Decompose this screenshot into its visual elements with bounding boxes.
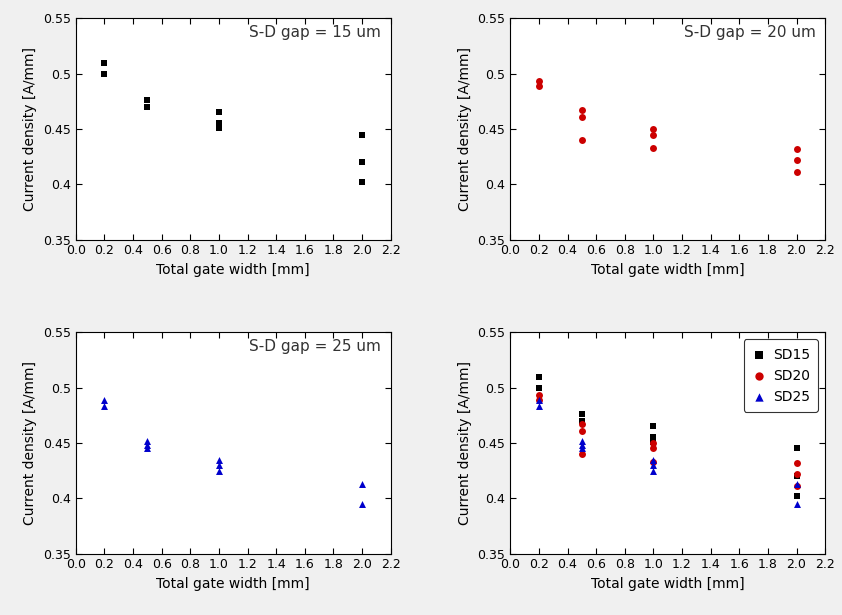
SD20 [790, 469, 803, 479]
Point [355, 479, 369, 489]
Point [141, 443, 154, 453]
Text: S-D gap = 15 um: S-D gap = 15 um [249, 25, 381, 40]
SD15 [790, 443, 803, 453]
Point [98, 395, 111, 405]
SD25 [532, 395, 546, 405]
SD25 [647, 466, 660, 475]
SD25 [575, 440, 589, 450]
SD25 [575, 436, 589, 446]
Point [647, 130, 660, 140]
SD20 [532, 391, 546, 400]
SD20 [790, 458, 803, 468]
X-axis label: Total gate width [mm]: Total gate width [mm] [157, 263, 310, 277]
Point [141, 436, 154, 446]
Point [212, 454, 226, 464]
Point [141, 95, 154, 105]
Point [790, 155, 803, 165]
Point [355, 177, 369, 187]
Text: S-D gap = 20 um: S-D gap = 20 um [684, 25, 816, 40]
SD20 [575, 449, 589, 459]
SD15 [790, 491, 803, 501]
SD15 [532, 383, 546, 392]
SD20 [647, 457, 660, 467]
SD25 [647, 460, 660, 470]
Point [532, 76, 546, 86]
SD15 [647, 437, 660, 446]
Point [575, 112, 589, 122]
SD20 [790, 481, 803, 491]
SD15 [647, 421, 660, 431]
X-axis label: Total gate width [mm]: Total gate width [mm] [157, 577, 310, 591]
SD20 [647, 438, 660, 448]
Point [355, 130, 369, 140]
Point [98, 402, 111, 411]
Point [532, 81, 546, 91]
Point [355, 157, 369, 167]
Text: S-D gap = 25 um: S-D gap = 25 um [249, 339, 381, 354]
Point [575, 105, 589, 115]
Point [98, 58, 111, 68]
Y-axis label: Current density [A/mm]: Current density [A/mm] [458, 47, 472, 211]
SD15 [575, 410, 589, 419]
Point [141, 440, 154, 450]
X-axis label: Total gate width [mm]: Total gate width [mm] [591, 263, 744, 277]
Point [790, 167, 803, 177]
Point [647, 143, 660, 153]
Point [212, 119, 226, 129]
SD20 [575, 426, 589, 435]
Y-axis label: Current density [A/mm]: Current density [A/mm] [24, 47, 37, 211]
SD25 [532, 402, 546, 411]
Y-axis label: Current density [A/mm]: Current density [A/mm] [458, 361, 472, 525]
Point [575, 135, 589, 145]
SD25 [647, 454, 660, 464]
Point [141, 102, 154, 112]
Point [790, 144, 803, 154]
SD15 [575, 416, 589, 426]
SD25 [790, 499, 803, 509]
SD20 [647, 443, 660, 453]
Point [212, 460, 226, 470]
Legend: SD15, SD20, SD25: SD15, SD20, SD25 [743, 339, 818, 412]
Point [212, 108, 226, 117]
Point [212, 466, 226, 475]
SD25 [575, 443, 589, 453]
SD20 [532, 395, 546, 405]
SD25 [790, 479, 803, 489]
SD15 [790, 471, 803, 481]
Point [98, 69, 111, 79]
SD15 [532, 371, 546, 381]
Point [647, 124, 660, 134]
X-axis label: Total gate width [mm]: Total gate width [mm] [591, 577, 744, 591]
Y-axis label: Current density [A/mm]: Current density [A/mm] [24, 361, 37, 525]
SD15 [647, 432, 660, 442]
Point [355, 499, 369, 509]
SD20 [575, 419, 589, 429]
Point [212, 123, 226, 133]
